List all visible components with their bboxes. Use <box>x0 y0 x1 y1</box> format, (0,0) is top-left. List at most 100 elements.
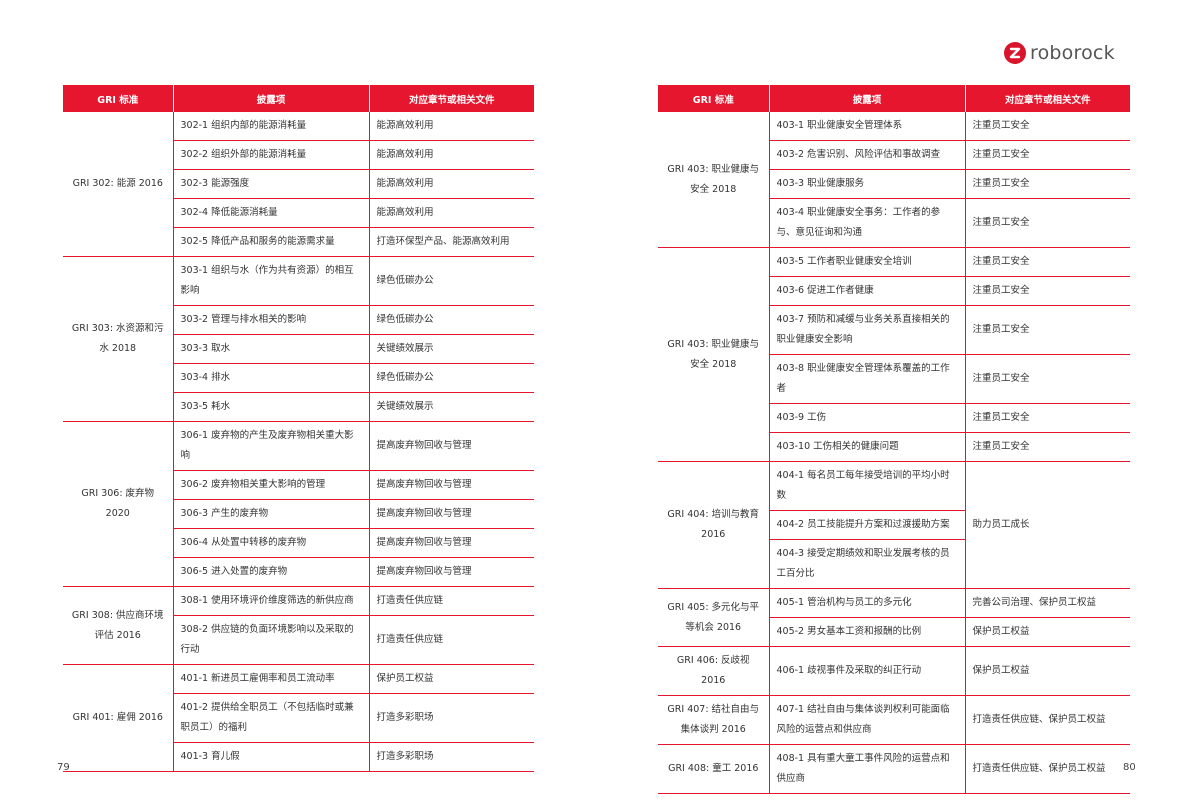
section-cell: 保护员工权益 <box>965 617 1130 647</box>
table-row: 401-3 育儿假 打造多彩职场 <box>63 742 534 772</box>
disclosure-cell: 303-5 耗水 <box>173 392 370 422</box>
section-cell: 注重员工安全 <box>965 354 1130 404</box>
section-cell: 提高废弃物回收与管理 <box>369 557 534 587</box>
gri-standard-cell: GRI 403: 职业健康与安全 2018 <box>658 247 770 462</box>
table-row: GRI 302: 能源 2016 302-1 组织内部的能源消耗量 能源高效利用 <box>63 112 534 257</box>
section-cell: 能源高效利用 <box>369 112 534 141</box>
table-row: GRI 405: 多元化与平等机会 2016 405-1 管治机构与员工的多元化完… <box>658 588 1130 647</box>
table-body: GRI 403: 职业健康与安全 2018 403-1 职业健康安全管理体系 注重员… <box>658 112 1130 794</box>
table-row: 303-4 排水 绿色低碳办公 <box>63 363 534 393</box>
table-row: 403-10 工伤相关的健康问题 注重员工安全 <box>658 432 1130 462</box>
gri-standard-cell: GRI 407: 结社自由与集体谈判 2016 <box>658 695 770 745</box>
table-row: 302-4 降低能源消耗量 能源高效利用 <box>63 198 534 228</box>
logo-mark <box>1004 42 1026 64</box>
table-row: 403-2 危害识别、风险评估和事故调查 注重员工安全 <box>658 140 1130 170</box>
table-row: 302-5 降低产品和服务的能源需求量 打造环保型产品、能源高效利用 <box>63 227 534 257</box>
table-row: 306-4 从处置中转移的废弃物 提高废弃物回收与管理 <box>63 528 534 558</box>
disclosure-cell: 404-1 每名员工每年接受培训的平均小时数 <box>769 461 966 511</box>
table-row: GRI 403: 职业健康与安全 2018 403-5 工作者职业健康安全培训 注重… <box>658 247 1130 462</box>
section-cell: 关键绩效展示 <box>369 392 534 422</box>
disclosure-cell: 403-1 职业健康安全管理体系 <box>769 112 966 141</box>
header-disclosure: 披露项 <box>768 85 965 112</box>
table-row: 302-2 组织外部的能源消耗量 能源高效利用 <box>63 140 534 170</box>
section-cell: 打造环保型产品、能源高效利用 <box>369 227 534 257</box>
section-cell: 绿色低碳办公 <box>369 256 534 306</box>
section-cell: 助力员工成长 <box>965 461 1130 589</box>
section-cell: 打造责任供应链、保护员工权益 <box>965 744 1130 794</box>
gri-standard-cell: GRI 408: 童工 2016 <box>658 744 770 794</box>
disclosure-cell: 401-1 新进员工雇佣率和员工流动率 <box>173 664 370 694</box>
disclosure-cell: 306-4 从处置中转移的废弃物 <box>173 528 370 558</box>
table-row: GRI 306: 废弃物 2020 306-1 废弃物的产生及废弃物相关重大影响提… <box>63 421 534 587</box>
table-row: 303-5 耗水 关键绩效展示 <box>63 392 534 422</box>
table-row: 306-2 废弃物相关重大影响的管理 提高废弃物回收与管理 <box>63 470 534 500</box>
gri-standard-cell: GRI 403: 职业健康与安全 2018 <box>658 112 770 248</box>
gri-index-table-left: GRI 标准 披露项 对应章节或相关文件 GRI 302: 能源 2016 302… <box>63 85 534 772</box>
table-row: GRI 407: 结社自由与集体谈判 2016 407-1 结社自由与集体谈判权利… <box>658 695 1130 745</box>
table-row: 303-2 管理与排水相关的影响 绿色低碳办公 <box>63 305 534 335</box>
section-cell: 注重员工安全 <box>965 403 1130 433</box>
table-row: GRI 303: 水资源和污水 2018 303-1 组织与水（作为共有资源）的相… <box>63 256 534 422</box>
disclosure-cell: 308-2 供应链的负面环境影响以及采取的行动 <box>173 615 370 665</box>
gri-standard-cell: GRI 404: 培训与教育 2016 <box>658 461 770 589</box>
disclosure-cell: 407-1 结社自由与集体谈判权利可能面临风险的运营点和供应商 <box>769 695 966 745</box>
disclosure-cell: 302-5 降低产品和服务的能源需求量 <box>173 227 370 257</box>
section-cell: 打造多彩职场 <box>369 742 534 772</box>
table-row: GRI 408: 童工 2016 408-1 具有重大童工事件风险的运营点和供应商… <box>658 744 1130 794</box>
table-row: 403-3 职业健康服务 注重员工安全 <box>658 169 1130 199</box>
table-row: 302-3 能源强度 能源高效利用 <box>63 169 534 199</box>
disclosure-cell: 302-4 降低能源消耗量 <box>173 198 370 228</box>
disclosure-cell: 401-3 育儿假 <box>173 742 370 772</box>
gri-standard-cell: GRI 401: 雇佣 2016 <box>63 664 174 772</box>
disclosure-cell: 302-2 组织外部的能源消耗量 <box>173 140 370 170</box>
gri-standard-cell: GRI 302: 能源 2016 <box>63 112 174 257</box>
table-row: 403-7 预防和减缓与业务关系直接相关的职业健康安全影响 注重员工安全 <box>658 305 1130 355</box>
header-section: 对应章节或相关文件 <box>368 85 534 112</box>
table-row: 306-3 产生的废弃物 提高废弃物回收与管理 <box>63 499 534 529</box>
disclosure-cell: 403-8 职业健康安全管理体系覆盖的工作者 <box>769 354 966 404</box>
table-row: 403-6 促进工作者健康 注重员工安全 <box>658 276 1130 306</box>
disclosure-cell: 403-3 职业健康服务 <box>769 169 966 199</box>
disclosure-cell: 403-9 工伤 <box>769 403 966 433</box>
section-cell: 注重员工安全 <box>965 305 1130 355</box>
table-row: GRI 404: 培训与教育 2016 404-1 每名员工每年接受培训的平均小时… <box>658 461 1130 589</box>
logo-text: roborock <box>1030 42 1115 64</box>
section-cell: 打造责任供应链 <box>369 615 534 665</box>
section-cell: 注重员工安全 <box>965 276 1130 306</box>
header-disclosure: 披露项 <box>172 85 369 112</box>
table-row: 403-9 工伤 注重员工安全 <box>658 403 1130 433</box>
table-row: 404-2 员工技能提升方案和过渡援助方案 <box>658 510 1130 540</box>
disclosure-cell: 302-3 能源强度 <box>173 169 370 199</box>
gri-standard-cell: GRI 405: 多元化与平等机会 2016 <box>658 588 770 647</box>
disclosure-cell: 401-2 提供给全职员工（不包括临时或兼职员工）的福利 <box>173 693 370 743</box>
disclosure-cell: 302-1 组织内部的能源消耗量 <box>173 112 370 141</box>
gri-standard-cell: GRI 303: 水资源和污水 2018 <box>63 256 174 422</box>
disclosure-cell: 403-2 危害识别、风险评估和事故调查 <box>769 140 966 170</box>
disclosure-cell: 403-6 促进工作者健康 <box>769 276 966 306</box>
disclosure-cell: 404-3 接受定期绩效和职业发展考核的员工百分比 <box>769 539 966 589</box>
disclosure-cell: 403-7 预防和减缓与业务关系直接相关的职业健康安全影响 <box>769 305 966 355</box>
section-cell: 提高废弃物回收与管理 <box>369 499 534 529</box>
table-row: 401-2 提供给全职员工（不包括临时或兼职员工）的福利 打造多彩职场 <box>63 693 534 743</box>
section-cell: 能源高效利用 <box>369 198 534 228</box>
gri-standard-cell: GRI 308: 供应商环境评估 2016 <box>63 586 174 665</box>
disclosure-cell: 403-5 工作者职业健康安全培训 <box>769 247 966 277</box>
table-row: 404-3 接受定期绩效和职业发展考核的员工百分比 <box>658 539 1130 589</box>
table-row: GRI 308: 供应商环境评估 2016 308-1 使用环境评价维度筛选的新供… <box>63 586 534 665</box>
disclosure-cell: 406-1 歧视事件及采取的纠正行动 <box>769 646 966 696</box>
section-cell: 绿色低碳办公 <box>369 305 534 335</box>
table-header-row: GRI 标准 披露项 对应章节或相关文件 <box>658 85 1130 112</box>
page-number-right: 80 <box>1123 762 1136 773</box>
table-body: GRI 302: 能源 2016 302-1 组织内部的能源消耗量 能源高效利用 30… <box>63 112 534 772</box>
disclosure-cell: 306-1 废弃物的产生及废弃物相关重大影响 <box>173 421 370 471</box>
table-row: GRI 403: 职业健康与安全 2018 403-1 职业健康安全管理体系注重员… <box>658 112 1130 248</box>
section-cell: 保护员工权益 <box>965 646 1130 696</box>
table-row: GRI 406: 反歧视 2016 406-1 歧视事件及采取的纠正行动 保护员工权… <box>658 646 1130 696</box>
header-standard: GRI 标准 <box>658 85 769 112</box>
section-cell: 打造责任供应链、保护员工权益 <box>965 695 1130 745</box>
section-cell: 提高废弃物回收与管理 <box>369 470 534 500</box>
table-row: GRI 401: 雇佣 2016 401-1 新进员工雇佣率和员工流动率 保护员工权… <box>63 664 534 772</box>
section-cell: 注重员工安全 <box>965 198 1130 248</box>
table-row: 306-5 进入处置的废弃物 提高废弃物回收与管理 <box>63 557 534 587</box>
disclosure-cell: 303-4 排水 <box>173 363 370 393</box>
